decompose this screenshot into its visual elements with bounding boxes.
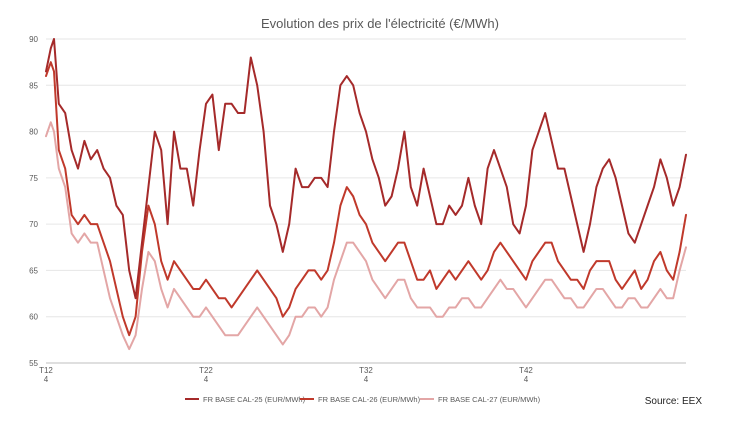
legend-label-2: FR BASE CAL-26 (EUR/MWh)	[318, 395, 421, 404]
x-tick-label: T22	[199, 366, 213, 375]
series-group	[45, 38, 687, 351]
series-line-3	[45, 121, 687, 351]
series-line-2	[45, 61, 687, 337]
chart-title: Evolution des prix de l'électricité (€/M…	[261, 16, 499, 31]
y-tick-label: 70	[29, 220, 38, 229]
x-tick-sublabel: 4	[44, 375, 49, 384]
series-line-1	[45, 38, 687, 300]
y-tick-label: 90	[29, 35, 38, 44]
y-tick-label: 75	[29, 174, 38, 183]
y-tick-label: 80	[29, 128, 38, 137]
y-tick-label: 55	[29, 359, 38, 368]
legend-label-1: FR BASE CAL-25 (EUR/MWh)	[203, 395, 306, 404]
y-tick-label: 60	[29, 313, 38, 322]
y-axis: 55 60 65 70 75 80 85 90	[29, 35, 38, 368]
gridlines	[46, 38, 686, 364]
legend-label-3: FR BASE CAL-27 (EUR/MWh)	[438, 395, 541, 404]
y-tick-label: 65	[29, 266, 38, 275]
y-tick-label: 85	[29, 81, 38, 90]
legend: FR BASE CAL-25 (EUR/MWh) FR BASE CAL-26 (…	[185, 395, 541, 404]
x-tick-label: T12	[39, 366, 53, 375]
x-tick-label: T42	[519, 366, 533, 375]
x-tick-sublabel: 4	[364, 375, 369, 384]
x-tick-sublabel: 4	[204, 375, 209, 384]
x-tick-sublabel: 4	[524, 375, 529, 384]
x-tick-label: T32	[359, 366, 373, 375]
source-note: Source: EEX	[644, 396, 702, 407]
